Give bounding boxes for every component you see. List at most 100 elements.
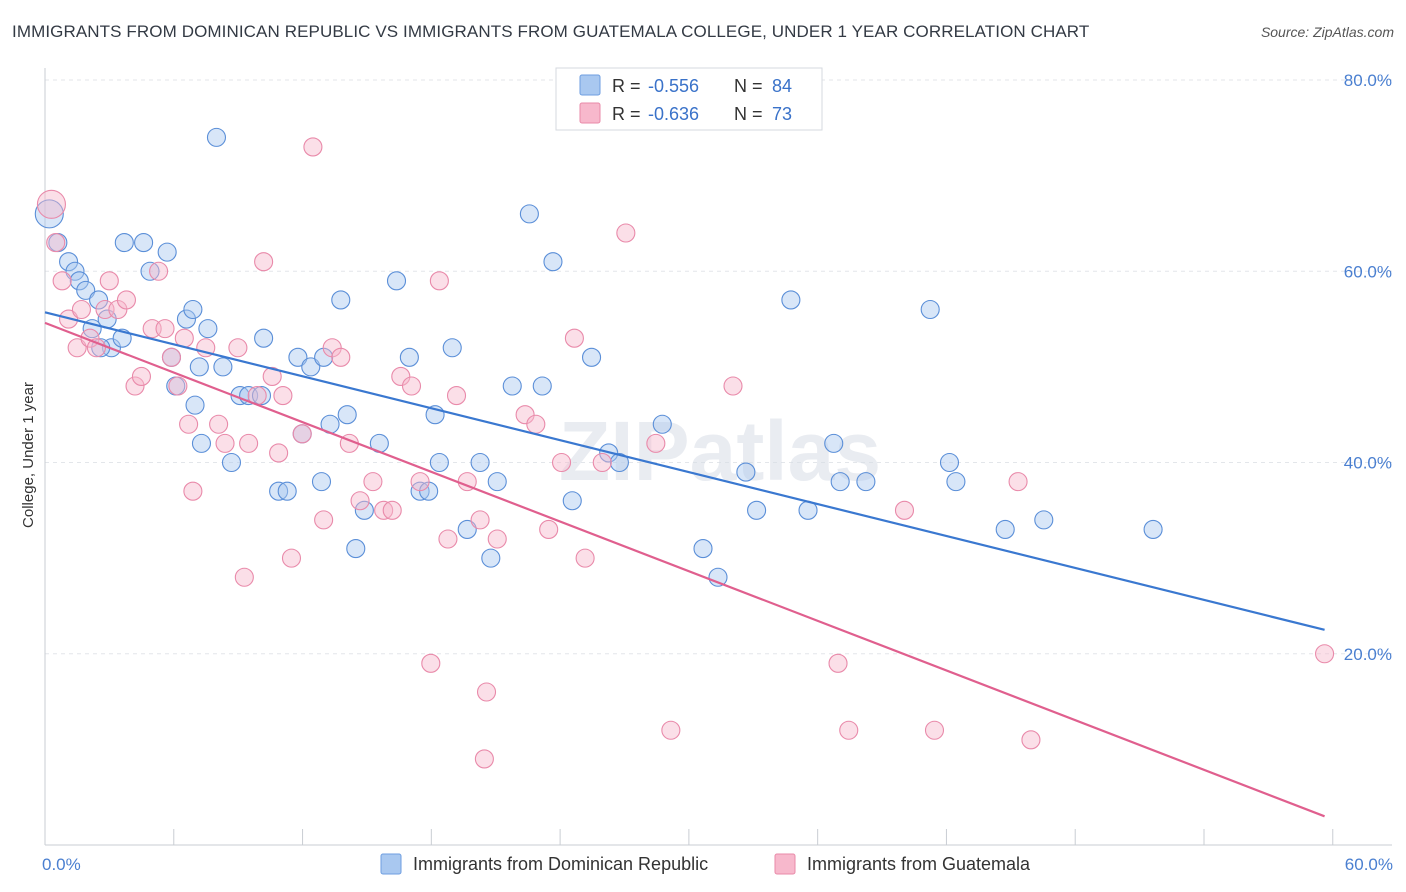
point-s1-16 <box>155 319 175 339</box>
point-s1-32 <box>273 386 293 406</box>
point-s1-36 <box>314 510 334 530</box>
point-s0-12 <box>114 233 134 253</box>
point-s1-57 <box>526 414 546 434</box>
point-s0-76 <box>995 519 1015 539</box>
point-s0-56 <box>519 204 539 224</box>
point-s0-51 <box>457 519 477 539</box>
legend-swatch-guatemala <box>579 102 601 124</box>
y-tick-label-2: 60.0% <box>1344 262 1392 281</box>
legend-r-value-1: -0.556 <box>648 76 699 96</box>
point-s0-26 <box>213 357 233 377</box>
y-axis-label: College, Under 1 year <box>20 382 37 528</box>
point-s0-19 <box>183 299 203 320</box>
point-s0-64 <box>693 539 713 559</box>
point-s0-75 <box>946 472 966 492</box>
point-s1-70 <box>924 720 945 740</box>
point-s0-35 <box>301 357 321 377</box>
point-s0-78 <box>1143 519 1163 539</box>
point-s1-52 <box>470 510 490 530</box>
point-s1-29 <box>254 252 274 272</box>
point-s0-4 <box>69 271 89 291</box>
y-tick-label-0: 20.0% <box>1344 645 1392 664</box>
point-s0-62 <box>609 452 629 473</box>
point-s0-73 <box>920 299 940 320</box>
point-s1-25 <box>228 338 248 358</box>
point-s1-21 <box>183 481 203 501</box>
legend-swatch-dominican <box>579 74 601 96</box>
point-s1-66 <box>723 376 743 396</box>
point-s1-60 <box>564 328 584 348</box>
point-s0-38 <box>331 290 351 310</box>
point-s1-34 <box>292 424 312 444</box>
point-s1-67 <box>828 653 848 673</box>
point-s0-60 <box>581 347 602 367</box>
point-s0-67 <box>747 500 767 520</box>
point-s1-61 <box>575 548 595 568</box>
point-s1-59 <box>551 452 572 473</box>
source-credit: Source: ZipAtlas.com <box>1260 24 1394 40</box>
legend-n-label-1: N = <box>734 76 763 96</box>
point-s0-45 <box>399 347 419 367</box>
point-s0-68 <box>781 290 801 310</box>
point-s1-0 <box>36 189 66 219</box>
point-s1-71 <box>1008 472 1028 492</box>
point-s0-49 <box>442 338 462 358</box>
point-s1-63 <box>616 223 636 243</box>
point-s1-35 <box>303 137 323 157</box>
point-s0-0 <box>34 199 64 229</box>
point-s0-72 <box>856 472 876 492</box>
point-s0-55 <box>502 376 522 396</box>
point-s1-49 <box>438 529 458 549</box>
bottom-legend-swatch-guatemala <box>774 853 796 875</box>
point-s0-77 <box>1034 510 1054 530</box>
point-s1-24 <box>215 433 235 453</box>
bottom-legend-label-guatemala: Immigrants from Guatemala <box>807 854 1031 874</box>
point-s1-68 <box>839 720 859 740</box>
point-s0-53 <box>481 548 501 568</box>
y-tick-label-3: 80.0% <box>1344 71 1392 90</box>
point-s0-20 <box>185 395 205 415</box>
point-s1-18 <box>168 376 188 396</box>
point-s0-74 <box>939 452 960 473</box>
point-s0-24 <box>206 127 227 147</box>
point-s0-5 <box>76 280 96 300</box>
point-s1-58 <box>539 519 559 539</box>
point-s1-48 <box>429 271 449 291</box>
point-s1-7 <box>86 338 106 358</box>
legend-box: R = -0.556 N = 84 R = -0.636 N = 73 <box>555 67 823 131</box>
point-s0-18 <box>176 309 197 329</box>
point-s0-66 <box>736 462 756 482</box>
point-s0-63 <box>652 414 672 434</box>
tick-labels: 20.0% 40.0% 60.0% 80.0% 0.0% 60.0% <box>42 71 1393 874</box>
point-s0-57 <box>532 376 552 396</box>
point-s0-13 <box>134 233 154 253</box>
point-s0-15 <box>157 242 177 262</box>
point-s1-30 <box>262 366 282 386</box>
y-tick-label-1: 40.0% <box>1344 454 1392 473</box>
point-s1-64 <box>646 433 666 453</box>
point-s1-15 <box>149 261 169 281</box>
bottom-legend-swatch-dominican <box>380 853 402 875</box>
point-s1-23 <box>209 414 229 434</box>
legend-r-label-1: R = <box>612 76 641 96</box>
axes <box>44 68 1392 846</box>
point-s1-65 <box>661 720 681 740</box>
point-s0-21 <box>189 357 209 377</box>
legend-n-label-2: N = <box>734 104 763 124</box>
point-s1-46 <box>410 472 430 492</box>
point-s1-26 <box>234 567 254 587</box>
legend-r-label-2: R = <box>612 104 641 124</box>
legend-n-value-1: 84 <box>772 76 792 96</box>
trend-lines <box>44 311 1325 818</box>
point-s1-2 <box>52 271 72 291</box>
point-s0-59 <box>562 491 582 511</box>
point-s1-55 <box>474 749 494 769</box>
point-s1-4 <box>67 338 87 358</box>
point-s1-47 <box>421 653 441 673</box>
point-s1-27 <box>239 433 259 453</box>
point-s1-54 <box>487 529 507 549</box>
point-s1-9 <box>99 271 119 291</box>
series-0 <box>34 127 1163 587</box>
point-s1-31 <box>269 443 289 463</box>
